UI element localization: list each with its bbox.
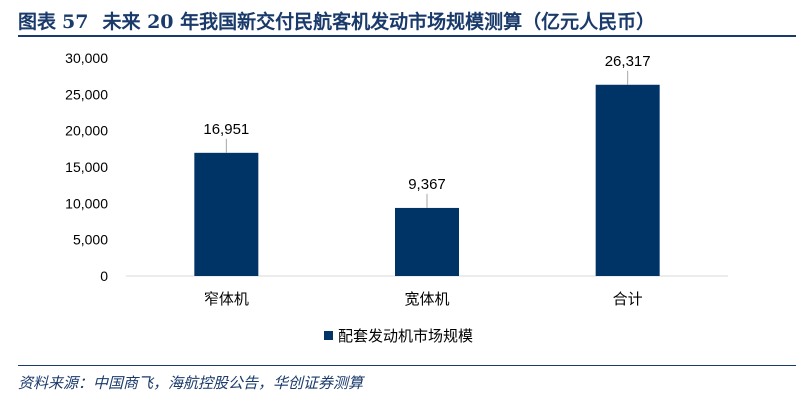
title-text: 未来 20 年我国新交付民航客机发动市场规模测算（亿元人民币） — [102, 11, 656, 33]
y-tick-label: 25,000 — [65, 86, 108, 102]
title-divider — [18, 35, 796, 37]
source-divider — [18, 365, 796, 366]
y-tick-label: 20,000 — [65, 123, 108, 139]
y-tick-label: 10,000 — [65, 195, 108, 211]
chart-title: 图表 57 未来 20 年我国新交付民航客机发动市场规模测算（亿元人民币） — [18, 7, 655, 34]
data-label: 26,317 — [605, 53, 651, 70]
legend-swatch — [324, 331, 333, 340]
y-tick-label: 30,000 — [65, 50, 108, 66]
bar — [194, 152, 259, 276]
bar — [595, 84, 660, 277]
y-tick-label: 0 — [100, 268, 108, 284]
category-label: 窄体机 — [204, 290, 249, 308]
y-tick-label: 15,000 — [65, 159, 108, 175]
title-number: 57 — [62, 11, 89, 33]
bar — [395, 207, 459, 276]
title-prefix: 图表 — [18, 11, 57, 33]
category-label: 宽体机 — [404, 291, 449, 308]
data-label: 16,951 — [203, 121, 249, 138]
source-note: 资料来源：中国商飞，海航控股公告，华创证券测算 — [18, 374, 364, 392]
data-label: 9,367 — [408, 176, 446, 193]
category-label: 合计 — [613, 291, 643, 308]
y-tick-label: 5,000 — [73, 232, 108, 248]
legend-label: 配套发动机市场规模 — [338, 328, 473, 345]
bar-chart: 0 5,000 10,000 15,000 20,000 25,000 30,000 16,9… — [65, 50, 728, 345]
